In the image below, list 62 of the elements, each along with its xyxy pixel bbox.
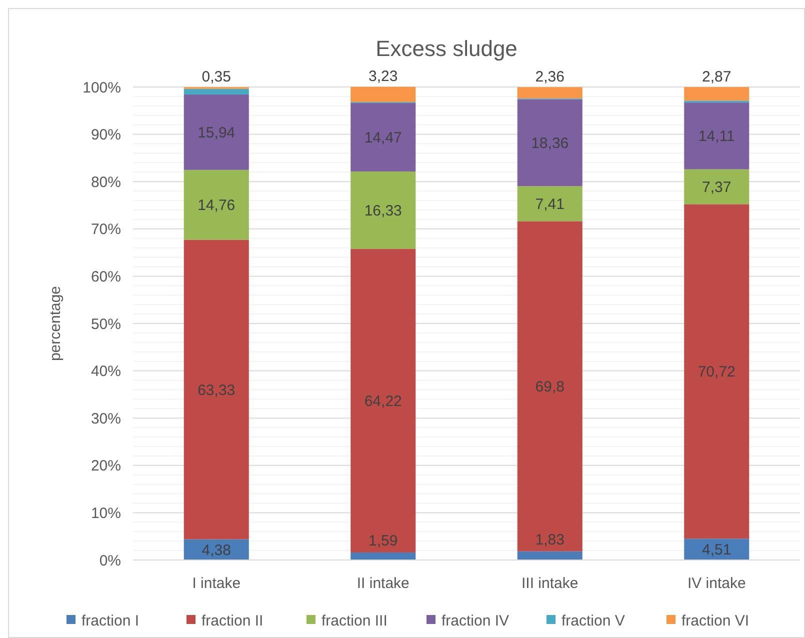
bar xyxy=(684,538,750,560)
bar xyxy=(684,169,750,204)
bar xyxy=(350,103,416,172)
legend-label: fraction V xyxy=(562,612,625,630)
data-label: 0,35 xyxy=(202,68,231,86)
data-label: 2,87 xyxy=(702,68,732,86)
data-label: 7,41 xyxy=(535,196,564,213)
data-label: 4,38 xyxy=(202,542,231,559)
bar xyxy=(517,186,582,222)
bar xyxy=(350,171,416,249)
bar xyxy=(184,170,249,240)
y-tick-label: 30% xyxy=(90,410,121,428)
y-tick-label: 40% xyxy=(90,363,121,380)
data-label: 4,51 xyxy=(702,542,732,559)
bar xyxy=(684,102,750,170)
legend-label: fraction II xyxy=(202,612,264,630)
legend-label: fraction I xyxy=(82,612,140,630)
bar xyxy=(184,88,249,95)
data-label: 1,59 xyxy=(368,532,398,550)
bar xyxy=(350,248,416,552)
bar xyxy=(350,552,416,560)
bar xyxy=(684,87,750,101)
y-tick-label: 50% xyxy=(90,316,121,333)
y-tick-label: 80% xyxy=(90,174,121,191)
bar xyxy=(517,87,582,98)
data-label: 14,47 xyxy=(364,130,402,147)
data-label: 14,11 xyxy=(698,128,735,146)
y-tick-label: 90% xyxy=(90,126,121,144)
legend-label: fraction III xyxy=(322,612,388,630)
y-tick-label: 0% xyxy=(99,552,121,570)
x-tick-label: IV intake xyxy=(687,575,746,592)
bar xyxy=(517,221,582,552)
y-tick-label: 20% xyxy=(90,458,121,475)
y-axis-title: percentage xyxy=(47,286,64,362)
data-label: 7,37 xyxy=(702,178,732,196)
chart-title: Excess sludge xyxy=(376,36,518,61)
data-label: 15,94 xyxy=(198,124,236,142)
data-label: 3,23 xyxy=(368,68,398,86)
data-label: 70,72 xyxy=(698,364,736,381)
y-tick-label: 70% xyxy=(90,221,121,238)
bar xyxy=(184,94,249,170)
legend-label: fraction IV xyxy=(442,612,510,630)
bar xyxy=(184,240,249,540)
y-tick-label: 60% xyxy=(90,268,121,286)
x-tick-label: II intake xyxy=(356,575,410,592)
y-tick-label: 100% xyxy=(82,79,121,96)
data-label: 69,8 xyxy=(535,378,564,396)
data-label: 14,76 xyxy=(198,197,236,214)
bar xyxy=(517,551,582,560)
bar xyxy=(517,99,582,186)
x-tick-label: III intake xyxy=(522,575,578,592)
legend-label: fraction VI xyxy=(682,612,750,630)
data-label: 1,83 xyxy=(535,532,564,549)
data-label: 63,33 xyxy=(198,382,236,399)
x-tick-label: I intake xyxy=(192,575,241,592)
bar xyxy=(684,204,750,539)
data-label: 18,36 xyxy=(531,134,569,152)
y-tick-label: 10% xyxy=(90,504,121,522)
data-label: 16,33 xyxy=(364,202,402,220)
bar xyxy=(350,86,416,102)
data-label: 64,22 xyxy=(364,392,402,410)
data-label: 2,36 xyxy=(535,68,564,86)
